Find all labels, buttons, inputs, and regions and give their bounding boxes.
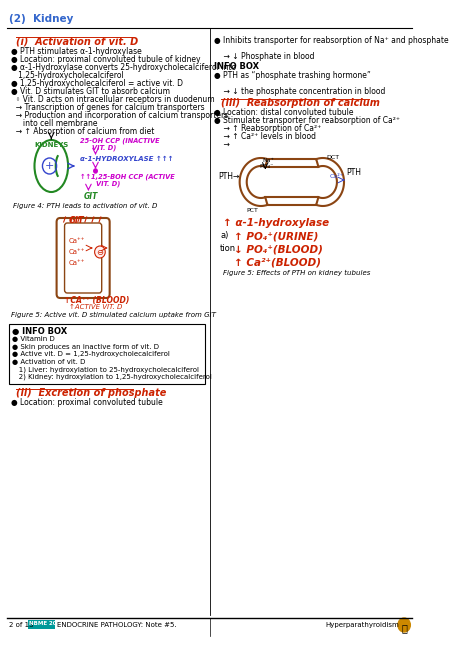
Text: ● PTH stimulates α-1-hydroxylase: ● PTH stimulates α-1-hydroxylase [10, 47, 141, 56]
Text: KIDNEYS: KIDNEYS [35, 142, 69, 148]
Text: ● PTH as “phosphate trashing hormone”: ● PTH as “phosphate trashing hormone” [214, 71, 371, 80]
Text: →: → [214, 140, 230, 149]
Text: ● INFO BOX: ● INFO BOX [12, 327, 68, 336]
Text: ◦ Vit. D acts on intracellular receptors in duodenum: ◦ Vit. D acts on intracellular receptors… [10, 95, 214, 104]
Text: ● Activation of vit. D: ● Activation of vit. D [12, 358, 86, 364]
FancyBboxPatch shape [28, 620, 55, 629]
Text: (iii)  Reabsorption of calcium: (iii) Reabsorption of calcium [221, 98, 380, 108]
Text: PCT: PCT [247, 208, 259, 213]
Text: → ↑ Ca²⁺ levels in blood: → ↑ Ca²⁺ levels in blood [214, 132, 316, 141]
Text: PO₄⁻: PO₄⁻ [259, 164, 273, 169]
Text: 1) Liver: hydroxylation to 25-hydroxycholecalciferol: 1) Liver: hydroxylation to 25-hydroxycho… [12, 366, 200, 373]
Text: Hyperparathyroidism: Hyperparathyroidism [326, 622, 399, 628]
Text: ● Location: distal convoluted tubule: ● Location: distal convoluted tubule [214, 108, 354, 117]
Text: ↑ PO₄⁺(URINE): ↑ PO₄⁺(URINE) [234, 231, 319, 241]
Text: (2)  Kidney: (2) Kidney [9, 14, 73, 24]
Text: ↑CA⁺⁺ (BLOOD): ↑CA⁺⁺ (BLOOD) [64, 296, 129, 305]
Text: ↑↑1,25-BOH CCP (ACTIVE: ↑↑1,25-BOH CCP (ACTIVE [80, 173, 174, 180]
Circle shape [398, 618, 410, 632]
Text: NBME 2020: NBME 2020 [29, 621, 64, 626]
Text: INFO BOX: INFO BOX [214, 62, 259, 71]
Text: ⊖: ⊖ [96, 247, 103, 257]
Text: VIT. D): VIT. D) [95, 180, 120, 186]
Text: → ↓ Phosphate in blood: → ↓ Phosphate in blood [214, 52, 315, 61]
Text: (i)  Activation of vit. D: (i) Activation of vit. D [16, 36, 138, 46]
Text: ● Vit. D stimulates GIT to absorb calcium: ● Vit. D stimulates GIT to absorb calciu… [10, 87, 170, 96]
Text: ● Vitamin D: ● Vitamin D [12, 336, 55, 342]
Text: into cell membrane: into cell membrane [10, 119, 97, 128]
Text: 1,25-hydroxycholecalciferol: 1,25-hydroxycholecalciferol [10, 71, 123, 80]
Text: ● Stimulate transporter for reabsorption of Ca²⁺: ● Stimulate transporter for reabsorption… [214, 116, 400, 125]
Text: tion: tion [220, 244, 237, 253]
Text: ● 1,25-hydroxycholecalciferol = active vit. D: ● 1,25-hydroxycholecalciferol = active v… [10, 79, 182, 88]
Text: Figure 5: Effects of PTH on kidney tubules: Figure 5: Effects of PTH on kidney tubul… [223, 270, 370, 276]
Text: VIT. D): VIT. D) [92, 144, 116, 151]
Text: ● Active vit. D = 1,25-hydroxycholecalciferol: ● Active vit. D = 1,25-hydroxycholecalci… [12, 351, 170, 357]
Text: ● Skin produces an inactive form of vit. D: ● Skin produces an inactive form of vit.… [12, 344, 159, 350]
Text: PTH: PTH [346, 168, 361, 177]
Text: GIT: GIT [69, 216, 85, 225]
Text: ● Location: proximal convoluted tubule: ● Location: proximal convoluted tubule [10, 398, 163, 407]
Text: ● Inhibits transporter for reabsorption of Na⁺ and phosphate: ● Inhibits transporter for reabsorption … [214, 36, 448, 45]
Text: Na⁺: Na⁺ [263, 158, 274, 163]
Text: 2) Kidney: hydroxylation to 1,25-hydroxycholecalciferol: 2) Kidney: hydroxylation to 1,25-hydroxy… [12, 373, 212, 380]
Text: PTH→: PTH→ [219, 172, 240, 181]
Text: α-1-HYDROXYLASE ↑↑↑: α-1-HYDROXYLASE ↑↑↑ [80, 156, 173, 162]
Text: Ca²⁺: Ca²⁺ [330, 174, 344, 179]
Text: a): a) [220, 231, 228, 240]
Text: → ↓ the phosphate concentration in blood: → ↓ the phosphate concentration in blood [214, 87, 385, 96]
Text: 2 of 13: 2 of 13 [9, 622, 34, 628]
Circle shape [94, 169, 97, 173]
Text: ● α-1-Hydroxylase converts 25-hydroxycholecalciferol into: ● α-1-Hydroxylase converts 25-hydroxycho… [10, 63, 236, 72]
Text: +: + [45, 161, 54, 171]
Text: Figure 5: Active vit. D stimulated calcium uptake from GIT: Figure 5: Active vit. D stimulated calci… [10, 312, 216, 318]
Text: → Production and incorporation of calcium transporters: → Production and incorporation of calciu… [10, 111, 228, 120]
Text: Ca⁺⁺: Ca⁺⁺ [69, 260, 85, 266]
Text: ↑ α-1-hydroxylase: ↑ α-1-hydroxylase [223, 218, 329, 228]
Text: 25-OH CCP (INACTIVE: 25-OH CCP (INACTIVE [80, 137, 159, 143]
Text: Ca⁺⁺: Ca⁺⁺ [69, 249, 85, 255]
Text: ↓ PO₄⁺(BLOOD): ↓ PO₄⁺(BLOOD) [234, 244, 323, 254]
Text: ↑ Ca²⁺(BLOOD): ↑ Ca²⁺(BLOOD) [234, 257, 321, 267]
Text: → ↑ Reabsorption of Ca²⁺: → ↑ Reabsorption of Ca²⁺ [214, 124, 321, 133]
Text: → Transcription of genes for calcium transporters: → Transcription of genes for calcium tra… [10, 103, 204, 112]
Text: (ii)  Excretion of phosphate: (ii) Excretion of phosphate [16, 388, 166, 398]
Text: DCT: DCT [326, 155, 339, 160]
Text: ↑ACTIVE VIT. D: ↑ACTIVE VIT. D [69, 304, 122, 310]
Circle shape [95, 246, 105, 258]
Text: Figure 4: PTH leads to activation of vit. D: Figure 4: PTH leads to activation of vit… [13, 203, 158, 209]
Text: Ca⁺⁺: Ca⁺⁺ [69, 238, 85, 244]
Text: ● Location: proximal convoluted tubule of kidney: ● Location: proximal convoluted tubule o… [10, 55, 200, 64]
Text: → ↑ Absorption of calcium from diet: → ↑ Absorption of calcium from diet [10, 127, 154, 136]
Text: ENDOCRINE PATHOLOGY: Note #5.: ENDOCRINE PATHOLOGY: Note #5. [57, 622, 177, 628]
Text: 🦉: 🦉 [401, 623, 407, 633]
Text: GIT: GIT [84, 192, 99, 201]
